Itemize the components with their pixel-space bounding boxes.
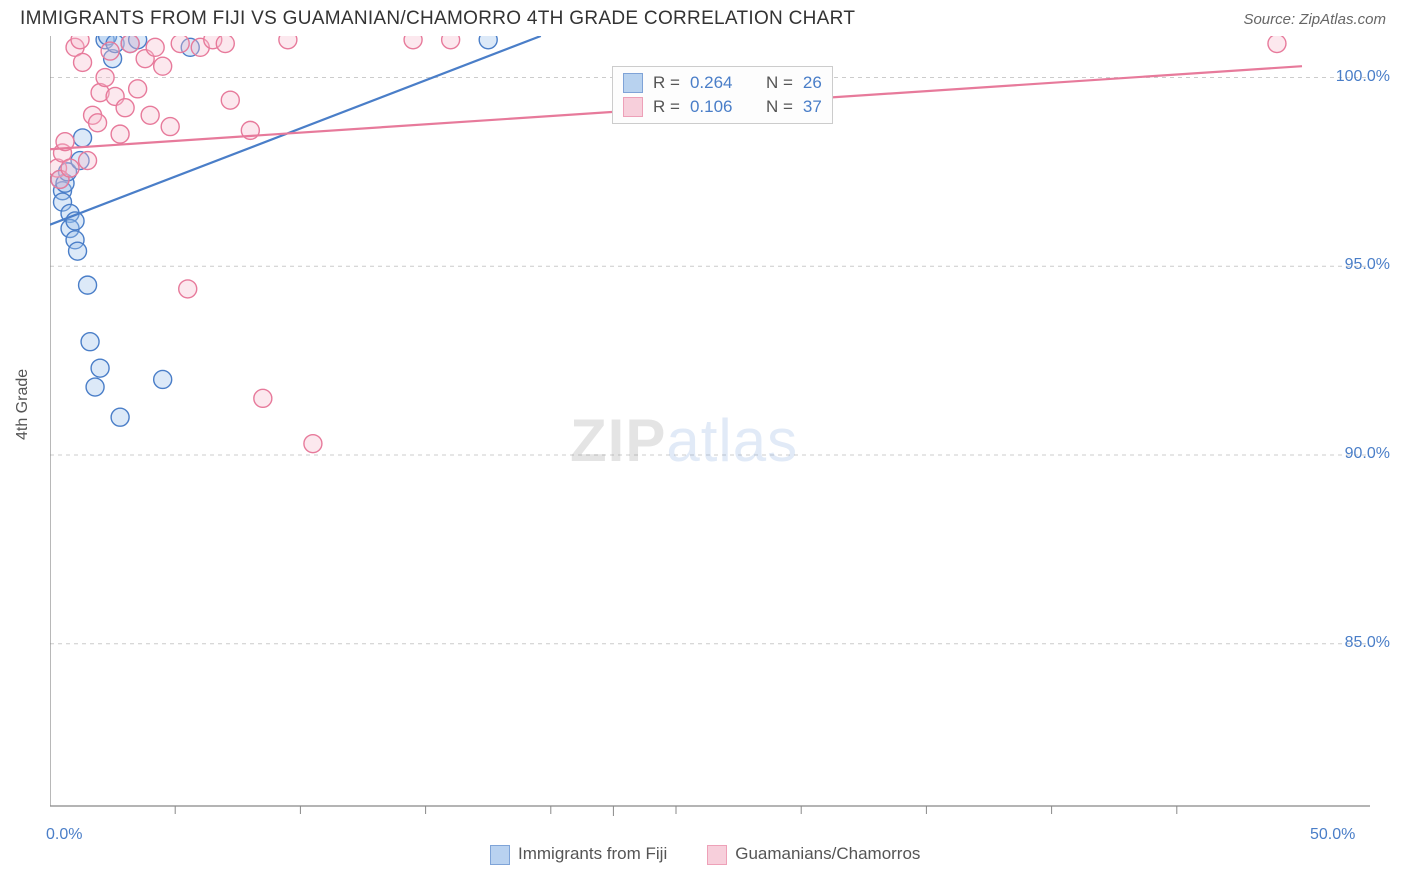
data-point (74, 53, 92, 71)
legend-label: Guamanians/Chamorros (735, 844, 920, 863)
r-value: 0.264 (690, 73, 744, 93)
data-point (121, 36, 139, 53)
data-point (154, 370, 172, 388)
data-point (404, 36, 422, 49)
data-point (1268, 36, 1286, 53)
data-point (89, 114, 107, 132)
data-point (86, 378, 104, 396)
legend-swatch (707, 845, 727, 865)
x-tick-label: 0.0% (46, 826, 82, 844)
r-value: 0.106 (690, 97, 744, 117)
n-value: 37 (803, 97, 822, 117)
data-point (101, 42, 119, 60)
correlation-stats-box: R = 0.264 N = 26 R = 0.106 N = 37 (612, 66, 833, 124)
y-axis-label: 4th Grade (14, 369, 32, 440)
data-point (116, 99, 134, 117)
data-point (129, 80, 147, 98)
scatter-plot (50, 36, 1370, 816)
stats-row: R = 0.106 N = 37 (623, 95, 822, 119)
data-point (74, 129, 92, 147)
data-point (279, 36, 297, 49)
data-point (146, 38, 164, 56)
n-label: N = (766, 97, 793, 117)
y-tick-label: 95.0% (1310, 256, 1390, 274)
data-point (79, 152, 97, 170)
data-point (179, 280, 197, 298)
data-point (171, 36, 189, 53)
data-point (111, 125, 129, 143)
data-point (69, 242, 87, 260)
data-point (216, 36, 234, 53)
y-tick-label: 85.0% (1310, 634, 1390, 652)
legend-swatch (490, 845, 510, 865)
data-point (154, 57, 172, 75)
stats-swatch (623, 97, 643, 117)
data-point (71, 36, 89, 49)
data-point (61, 159, 79, 177)
data-point (79, 276, 97, 294)
data-point (442, 36, 460, 49)
stats-row: R = 0.264 N = 26 (623, 71, 822, 95)
data-point (304, 435, 322, 453)
legend-label: Immigrants from Fiji (518, 844, 667, 863)
legend-item: Immigrants from Fiji (490, 844, 667, 865)
r-label: R = (653, 97, 680, 117)
data-point (96, 69, 114, 87)
x-tick-label: 50.0% (1310, 826, 1355, 844)
source-attribution: Source: ZipAtlas.com (1243, 11, 1386, 28)
n-label: N = (766, 73, 793, 93)
data-point (91, 359, 109, 377)
data-point (111, 408, 129, 426)
n-value: 26 (803, 73, 822, 93)
data-point (254, 389, 272, 407)
data-point (221, 91, 239, 109)
legend: Immigrants from Fiji Guamanians/Chamorros (490, 844, 920, 865)
data-point (81, 333, 99, 351)
data-point (161, 118, 179, 136)
data-point (141, 106, 159, 124)
r-label: R = (653, 73, 680, 93)
data-point (479, 36, 497, 49)
stats-swatch (623, 73, 643, 93)
y-tick-label: 100.0% (1310, 68, 1390, 86)
y-tick-label: 90.0% (1310, 445, 1390, 463)
legend-item: Guamanians/Chamorros (707, 844, 920, 865)
chart-title: IMMIGRANTS FROM FIJI VS GUAMANIAN/CHAMOR… (20, 8, 855, 30)
